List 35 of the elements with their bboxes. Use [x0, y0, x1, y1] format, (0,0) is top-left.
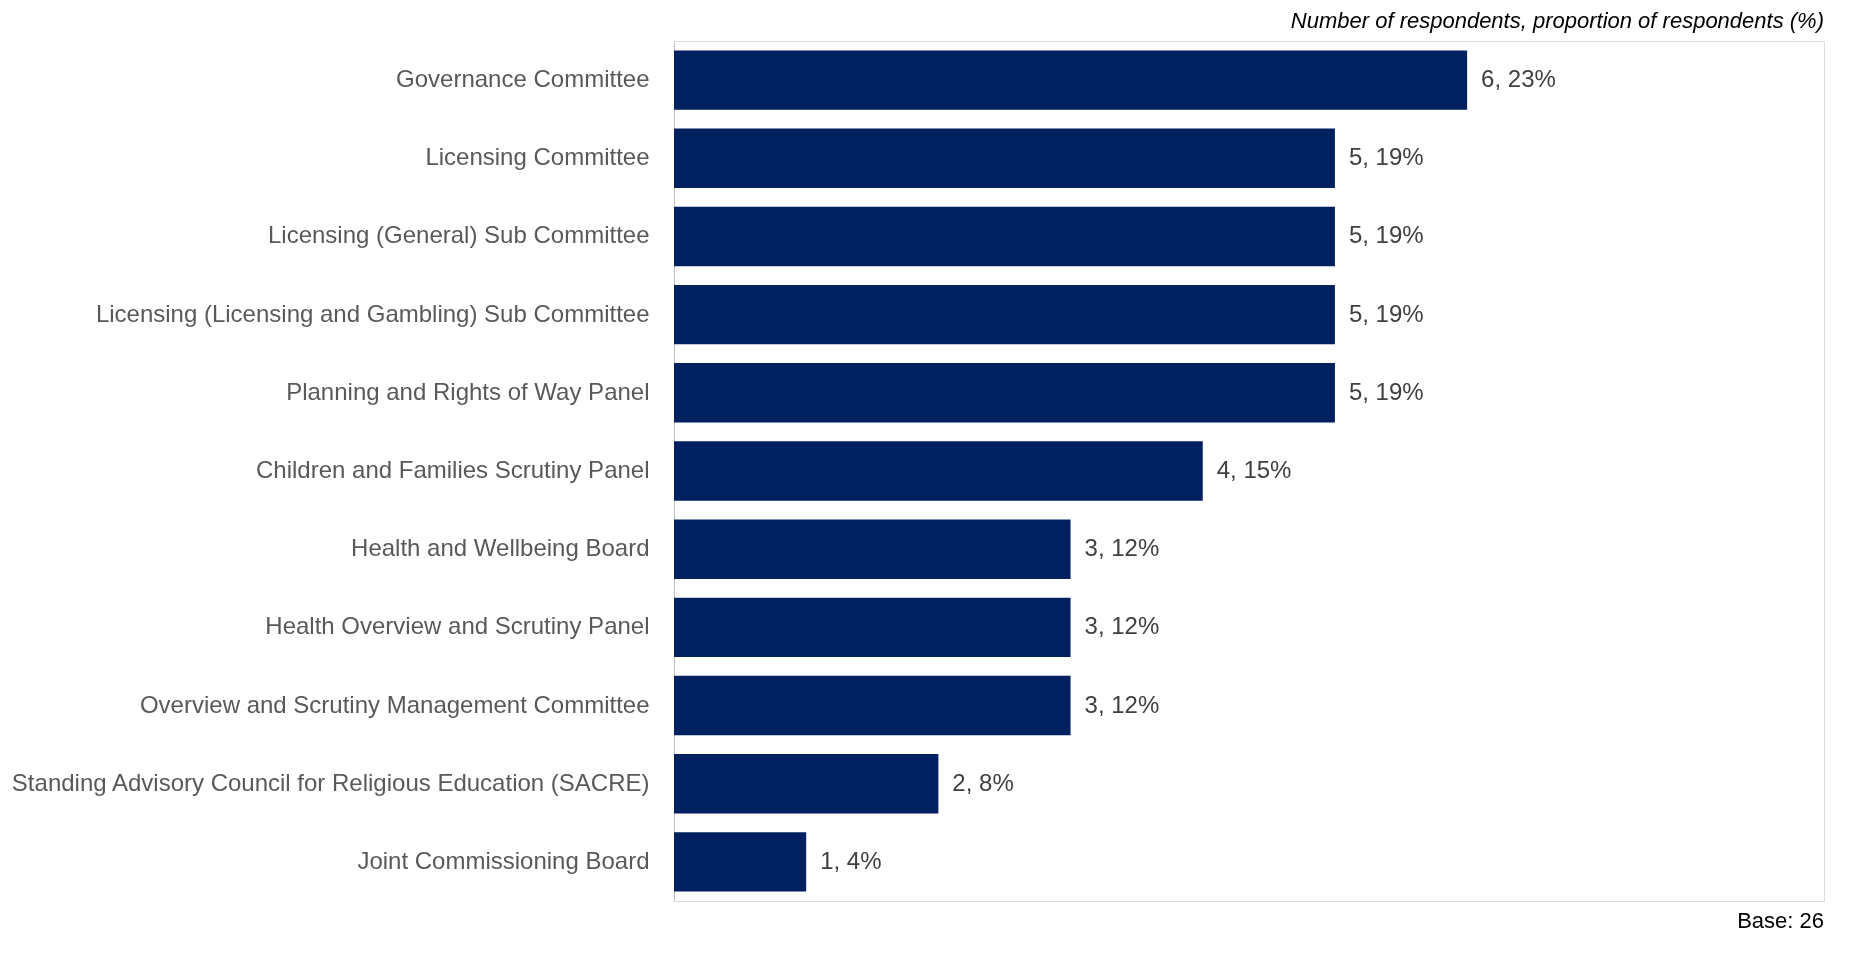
- bar: [674, 519, 1071, 579]
- y-tick-label: Health and Wellbeing Board: [351, 534, 650, 562]
- y-tick-label: Licensing (Licensing and Gambling) Sub Committee: [95, 299, 650, 327]
- data-label: 5, 19%: [1348, 377, 1424, 405]
- bar: [674, 128, 1335, 188]
- bar: [674, 675, 1071, 736]
- bar: [674, 363, 1335, 423]
- text: Number of respondents, proportion of respondents (%): [1290, 8, 1824, 33]
- y-tick-label: Overview and Scrutiny Management Committee: [139, 690, 650, 718]
- y-tick-label: Joint Commissioning Board: [357, 846, 650, 874]
- y-tick-label: Children and Families Scrutiny Panel: [255, 456, 650, 483]
- y-tick-label: Licensing (General) Sub Committee: [267, 221, 650, 249]
- data-label: 4, 15%: [1216, 456, 1292, 483]
- bar: [674, 50, 1468, 110]
- y-tick-label: Planning and Rights of Way Panel: [286, 377, 650, 405]
- data-label: 1, 4%: [820, 846, 882, 874]
- y-tick-label: Governance Committee: [396, 65, 650, 93]
- text: Base: 26: [1737, 908, 1824, 933]
- y-tick-label: Licensing Committee: [425, 143, 650, 171]
- data-label: 2, 8%: [952, 768, 1014, 796]
- data-label: 5, 19%: [1348, 143, 1424, 171]
- data-label: 6, 23%: [1481, 65, 1556, 93]
- bar: [674, 832, 807, 892]
- bar: [674, 754, 939, 814]
- data-label: 5, 19%: [1348, 299, 1424, 327]
- bar: [674, 597, 1071, 658]
- data-label: 5, 19%: [1348, 221, 1424, 249]
- data-label: 3, 12%: [1084, 612, 1160, 640]
- bar: [674, 441, 1203, 501]
- bar: [674, 206, 1335, 267]
- data-label: 3, 12%: [1084, 690, 1160, 718]
- y-tick-label: Standing Advisory Council for Religious Education (SACRE): [11, 768, 650, 796]
- data-label: 3, 12%: [1084, 534, 1160, 562]
- y-tick-label: Health Overview and Scrutiny Panel: [265, 612, 650, 640]
- bar: [674, 284, 1335, 345]
